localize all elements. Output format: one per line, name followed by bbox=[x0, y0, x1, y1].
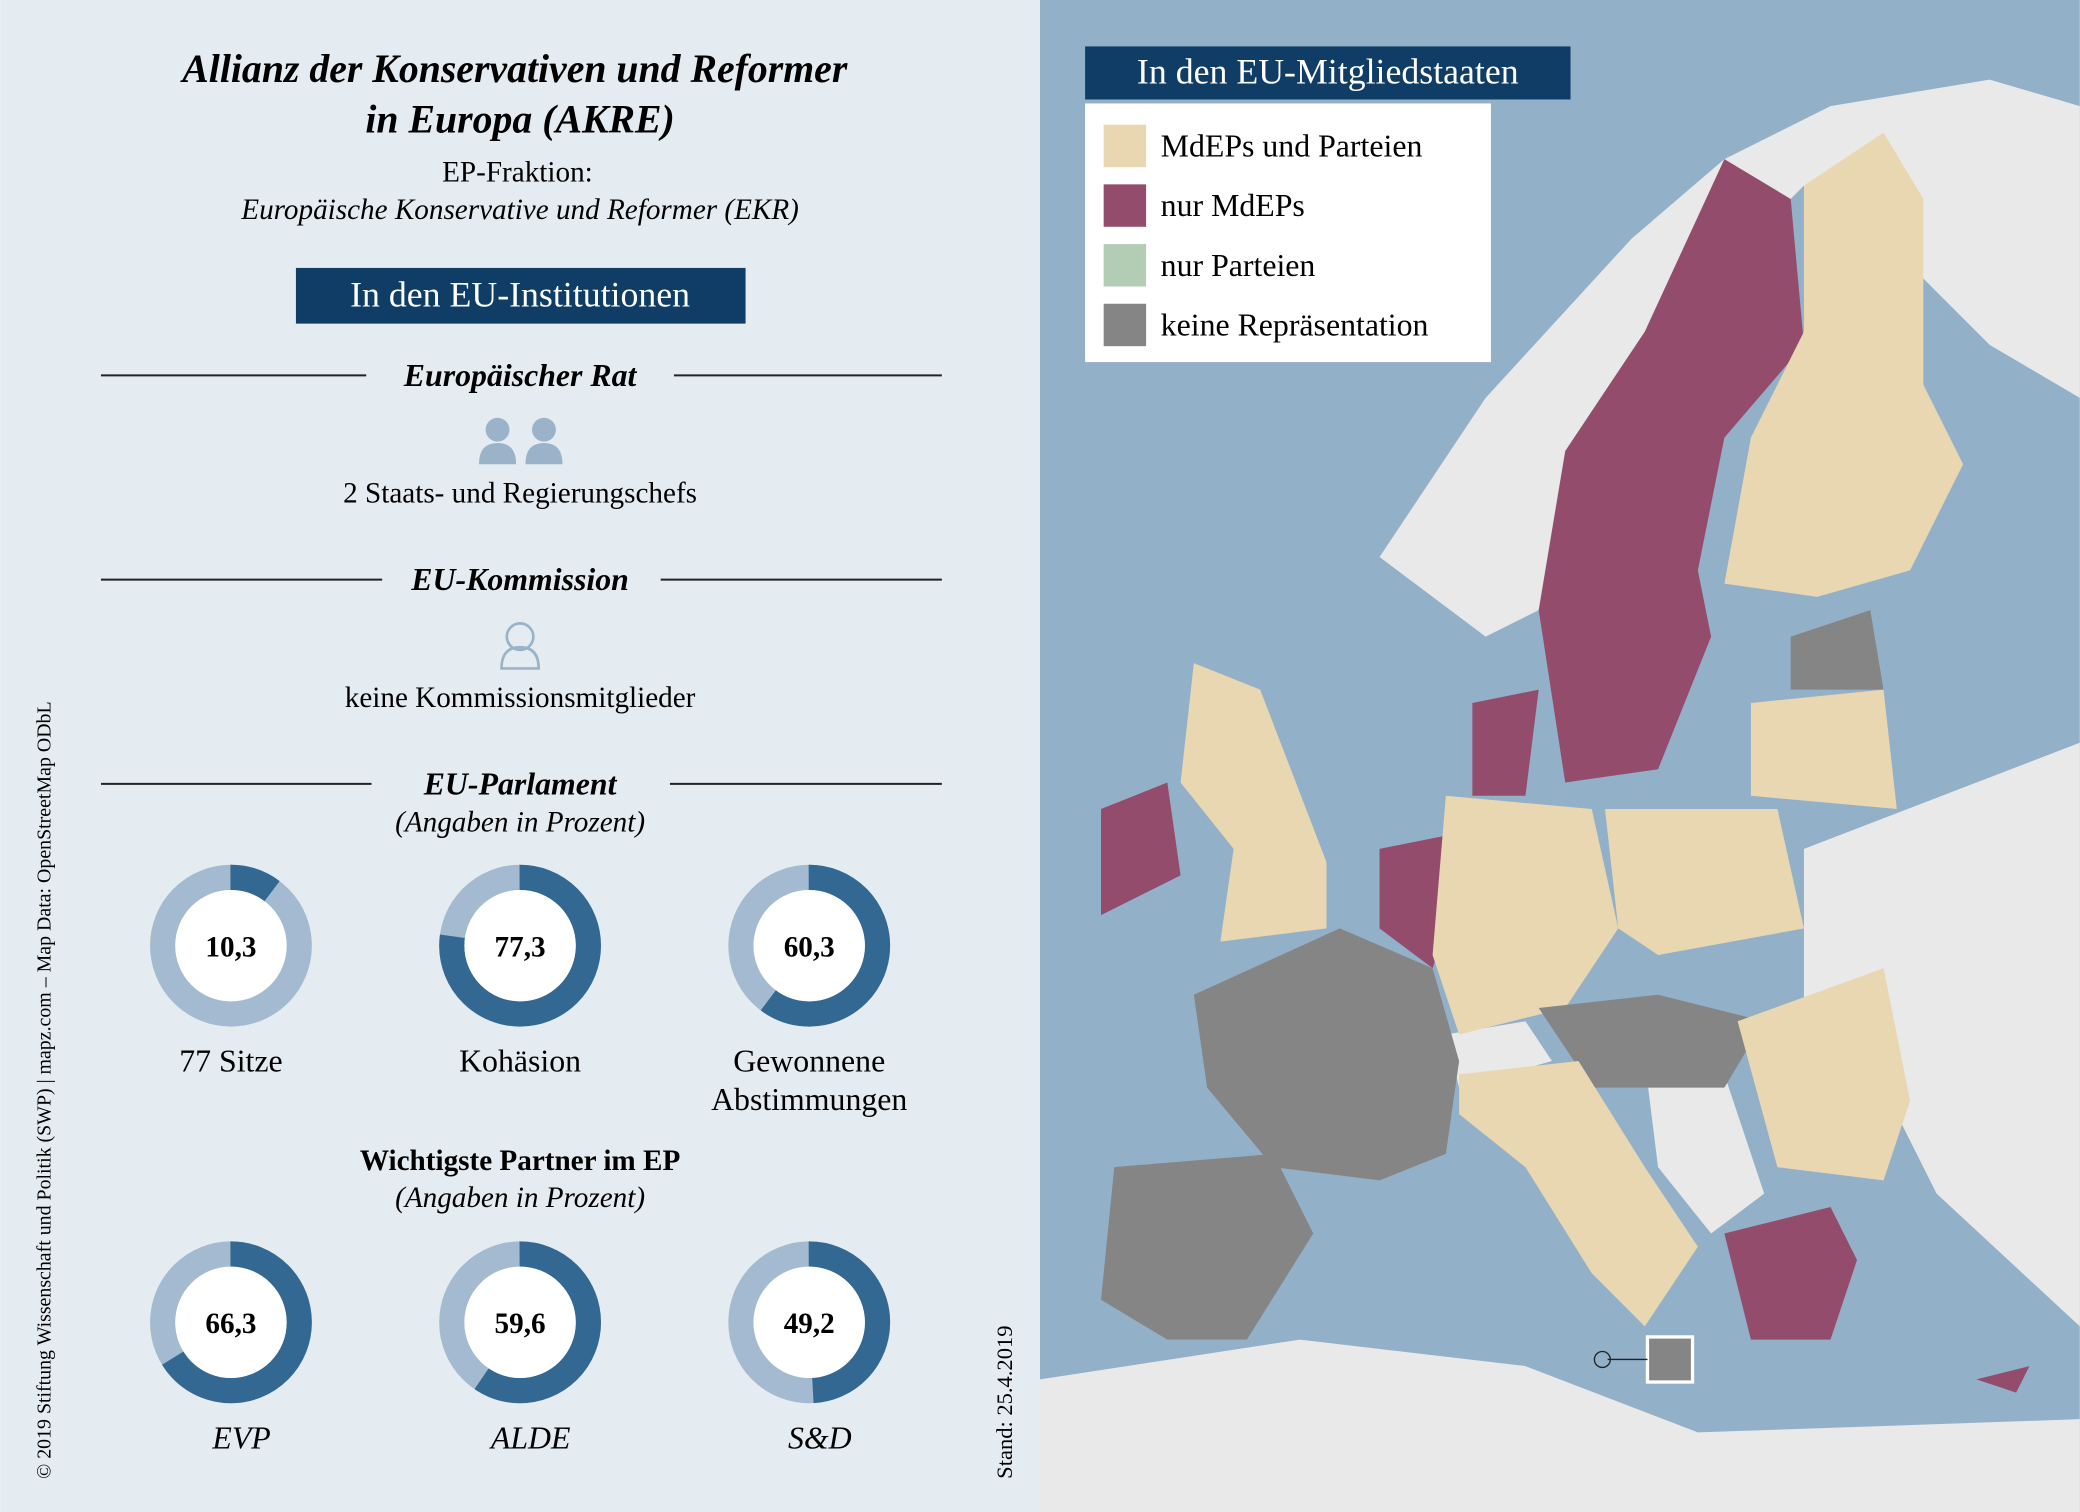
subtitle: Europäische Konservative und Reformer (E… bbox=[240, 194, 799, 226]
legend-swatch bbox=[1103, 184, 1147, 227]
country bbox=[1737, 968, 1911, 1181]
donut-label: Abstimmungen bbox=[711, 1082, 907, 1117]
title: in Europa (AKRE) bbox=[365, 98, 674, 142]
legend-swatch bbox=[1103, 244, 1147, 287]
malta-box bbox=[1645, 1335, 1695, 1384]
donut-value: 66,3 bbox=[205, 1308, 256, 1340]
donut-hole bbox=[753, 889, 865, 1002]
section-title: Europäischer Rat bbox=[403, 358, 638, 393]
donut-hole bbox=[175, 1266, 287, 1379]
map-heading: In den EU-Mitgliedstaaten bbox=[1137, 52, 1519, 92]
credit: © 2019 Stiftung Wissenschaft und Politik… bbox=[34, 701, 56, 1478]
legend-label: keine Repräsentation bbox=[1161, 308, 1429, 343]
donut-arc bbox=[150, 864, 312, 1027]
section-title: EU-Kommission bbox=[410, 562, 629, 597]
country bbox=[1724, 1206, 1858, 1340]
malta-marker bbox=[1593, 1350, 1611, 1369]
donuts: 10,3 77 Sitze 77,3 Kohäsion 60,3 GewonneneAbs… bbox=[150, 864, 907, 1455]
country bbox=[1790, 610, 1884, 690]
donut-label: Kohäsion bbox=[459, 1044, 581, 1079]
section-text: keine Kommissionsmitglieder bbox=[345, 682, 696, 714]
donut-hole bbox=[464, 1266, 576, 1379]
country bbox=[1538, 159, 1804, 783]
donut-arc bbox=[150, 1241, 312, 1404]
section-text: 2 Staats- und Regierungschefs bbox=[343, 478, 697, 510]
country bbox=[1459, 1061, 1698, 1327]
donut-label: ALDE bbox=[489, 1420, 571, 1455]
legend-label: nur MdEPs bbox=[1161, 188, 1305, 223]
land bbox=[1040, 1339, 2080, 1512]
country bbox=[1605, 809, 1804, 955]
donut-label: Gewonnene bbox=[733, 1044, 885, 1079]
legend-swatch bbox=[1103, 124, 1147, 168]
legend: MdEPs und Parteien nur MdEPs nur Parteien k… bbox=[1103, 124, 1429, 347]
donut-value: 60,3 bbox=[784, 931, 835, 963]
legend-label: MdEPs und Parteien bbox=[1161, 129, 1423, 164]
donut-label: EVP bbox=[211, 1420, 270, 1455]
country bbox=[1101, 782, 1181, 916]
donut-arc bbox=[439, 864, 601, 1027]
donut-value: 59,6 bbox=[495, 1308, 546, 1340]
section-note: (Angaben in Prozent) bbox=[395, 807, 645, 839]
title: Allianz der Konservativen und Reformer bbox=[179, 47, 848, 91]
donut-label: S&D bbox=[788, 1420, 852, 1455]
person-icon bbox=[500, 622, 540, 670]
country bbox=[1180, 663, 1327, 942]
donut-label: 77 Sitze bbox=[179, 1044, 282, 1079]
country bbox=[1101, 1153, 1314, 1340]
country bbox=[1379, 835, 1446, 969]
country bbox=[1432, 795, 1619, 1035]
legend-label: nur Parteien bbox=[1161, 248, 1316, 283]
people-icon bbox=[478, 417, 563, 465]
donut-value: 49,2 bbox=[784, 1308, 835, 1340]
donut-arc bbox=[728, 1241, 891, 1404]
land bbox=[1803, 742, 2080, 1327]
legend-box bbox=[1085, 103, 1491, 363]
donut-hole bbox=[175, 889, 287, 1002]
donut-hole bbox=[753, 1266, 865, 1379]
country bbox=[1976, 1366, 2030, 1393]
country bbox=[1750, 689, 1897, 810]
land bbox=[1445, 1021, 1552, 1088]
country bbox=[1724, 132, 1964, 597]
date: Stand: 25.4.2019 bbox=[992, 1325, 1017, 1478]
legend-swatch bbox=[1103, 303, 1147, 347]
donut-arc bbox=[728, 864, 891, 1027]
country bbox=[1538, 994, 1765, 1088]
institutions-heading-box bbox=[295, 267, 746, 324]
map-heading-box bbox=[1085, 46, 1571, 100]
section-title: EU-Parlament bbox=[423, 766, 618, 801]
country bbox=[1193, 928, 1460, 1181]
country bbox=[1472, 689, 1539, 796]
subtitle-label: EP-Fraktion: bbox=[442, 157, 593, 189]
institutions-heading: In den EU-Institutionen bbox=[350, 274, 690, 314]
section-note: (Angaben in Prozent) bbox=[395, 1182, 645, 1214]
section-title: Wichtigste Partner im EP bbox=[360, 1145, 680, 1177]
donut-arc bbox=[439, 1241, 601, 1404]
donut-value: 77,3 bbox=[495, 931, 546, 963]
donut-hole bbox=[464, 889, 576, 1002]
donut-value: 10,3 bbox=[205, 931, 256, 963]
